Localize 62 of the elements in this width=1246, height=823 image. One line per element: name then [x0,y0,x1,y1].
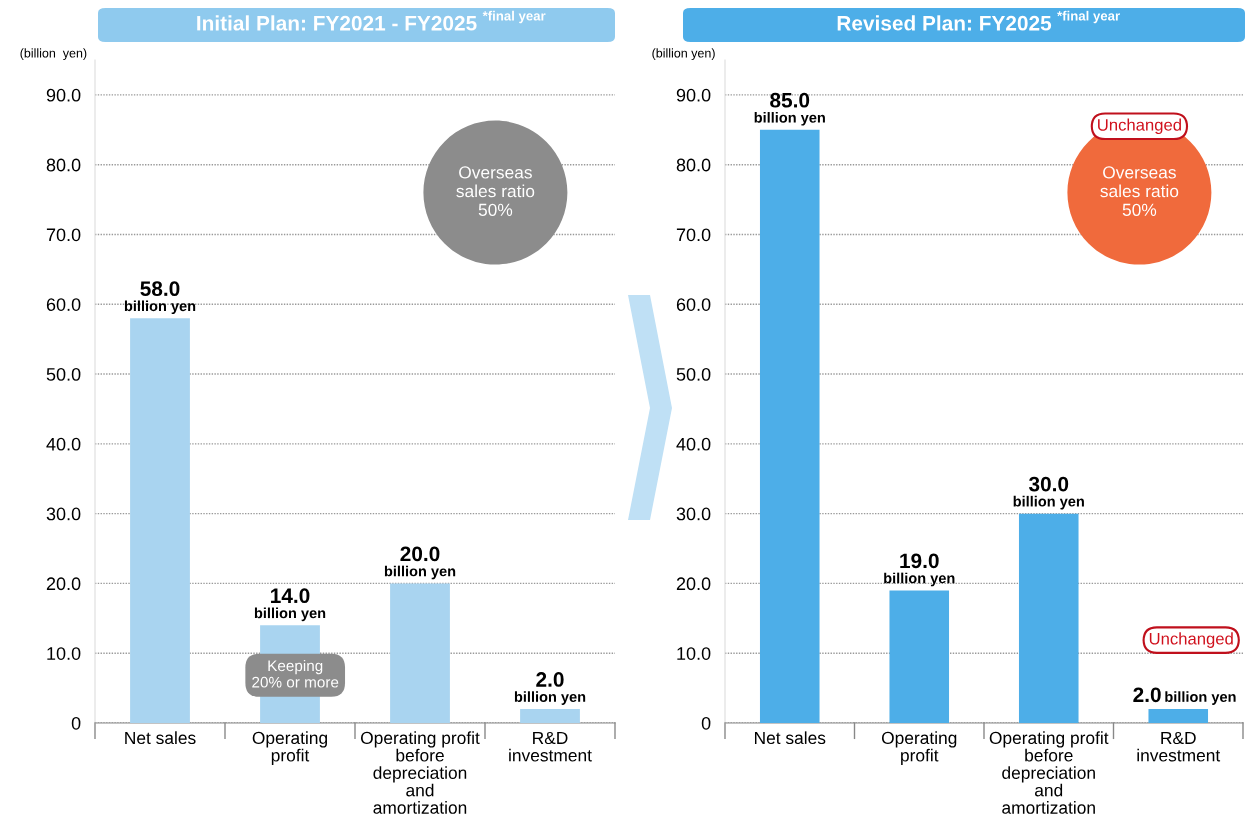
bar [390,583,450,723]
y-tick-label: 80.0 [676,158,711,172]
x-tick-label: Operating profit [252,731,328,765]
y-tick-label: 50.0 [46,367,81,381]
data-label: 30.0 [1028,476,1069,492]
x-tick-label: Net sales [125,731,196,745]
x-tick-label: Operating profit before depreciation and amortization [989,731,1109,814]
annotation: Overseas sales ratio 50% [1100,166,1179,216]
bar [1018,513,1079,723]
y-tick-label: 90.0 [676,88,711,102]
bar [759,129,820,723]
y-tick-label: 60.0 [46,298,81,311]
y-tick-label: 70.0 [46,228,81,242]
y-tick-label: 20.0 [46,577,81,591]
y-tick-label: 70.0 [676,228,711,242]
data-label: 20.0 [400,546,440,562]
y-tick-label: 30.0 [46,507,81,521]
x-tick-label: R&D investment [1137,731,1221,762]
y-tick-label: 40.0 [676,437,711,451]
chart-subtitle: *final year [1057,10,1120,24]
data-label: 19.0 [900,553,939,569]
annotation: billion yen [254,607,326,622]
annotation: billion yen [384,565,456,580]
data-label: 85.0 [770,92,810,108]
annotation: billion yen [514,691,586,705]
annotation: billion yen [1165,691,1236,705]
annotation: billion yen [1013,495,1084,510]
y-tick-label: 40.0 [46,437,81,451]
annotation: Overseas sales ratio 50% [456,166,535,216]
bar [130,318,190,723]
x-tick-label: Operating profit [881,731,957,765]
annotation: Unchanged [1098,118,1181,135]
y-tick-label: 10.0 [677,647,711,660]
y-tick-label: 50.0 [676,367,711,381]
annotation: billion yen [124,300,196,315]
y-axis-title: (billion yen) [652,48,715,60]
y-tick-label: 90.0 [46,88,81,102]
y-tick-label: 80.0 [46,158,81,172]
y-tick-label: 20.0 [676,577,711,591]
data-label: 58.0 [140,281,180,297]
chart-subtitle: *final year [482,10,546,24]
y-tick-label: 60.0 [676,298,711,311]
annotation: Keeping 20% or more [252,659,339,688]
y-tick-label: 30.0 [676,507,711,521]
y-tick-label: 10.0 [47,647,81,660]
chart-title: Revised Plan: FY2025 [837,15,1052,31]
chart-title: Initial Plan: FY2021 - FY2025 [197,15,477,31]
bar [520,709,580,723]
x-tick-label: Operating profit before depreciation and amortization [361,731,480,814]
x-tick-label: R&D investment [509,731,592,762]
annotation: Unchanged [1149,632,1233,648]
annotation: billion yen [754,112,825,126]
annotation: billion yen [884,572,955,587]
x-tick-label: Net sales [754,731,826,745]
bar [1148,709,1209,723]
y-axis-title: (billion yen) [20,48,87,60]
data-label: 14.0 [271,588,310,604]
y-tick-label: 0 [71,716,81,730]
y-tick-label: 0 [701,716,711,730]
bar [889,590,950,723]
data-label: 2.0 [1133,687,1161,703]
data-label: 2.0 [536,672,564,687]
